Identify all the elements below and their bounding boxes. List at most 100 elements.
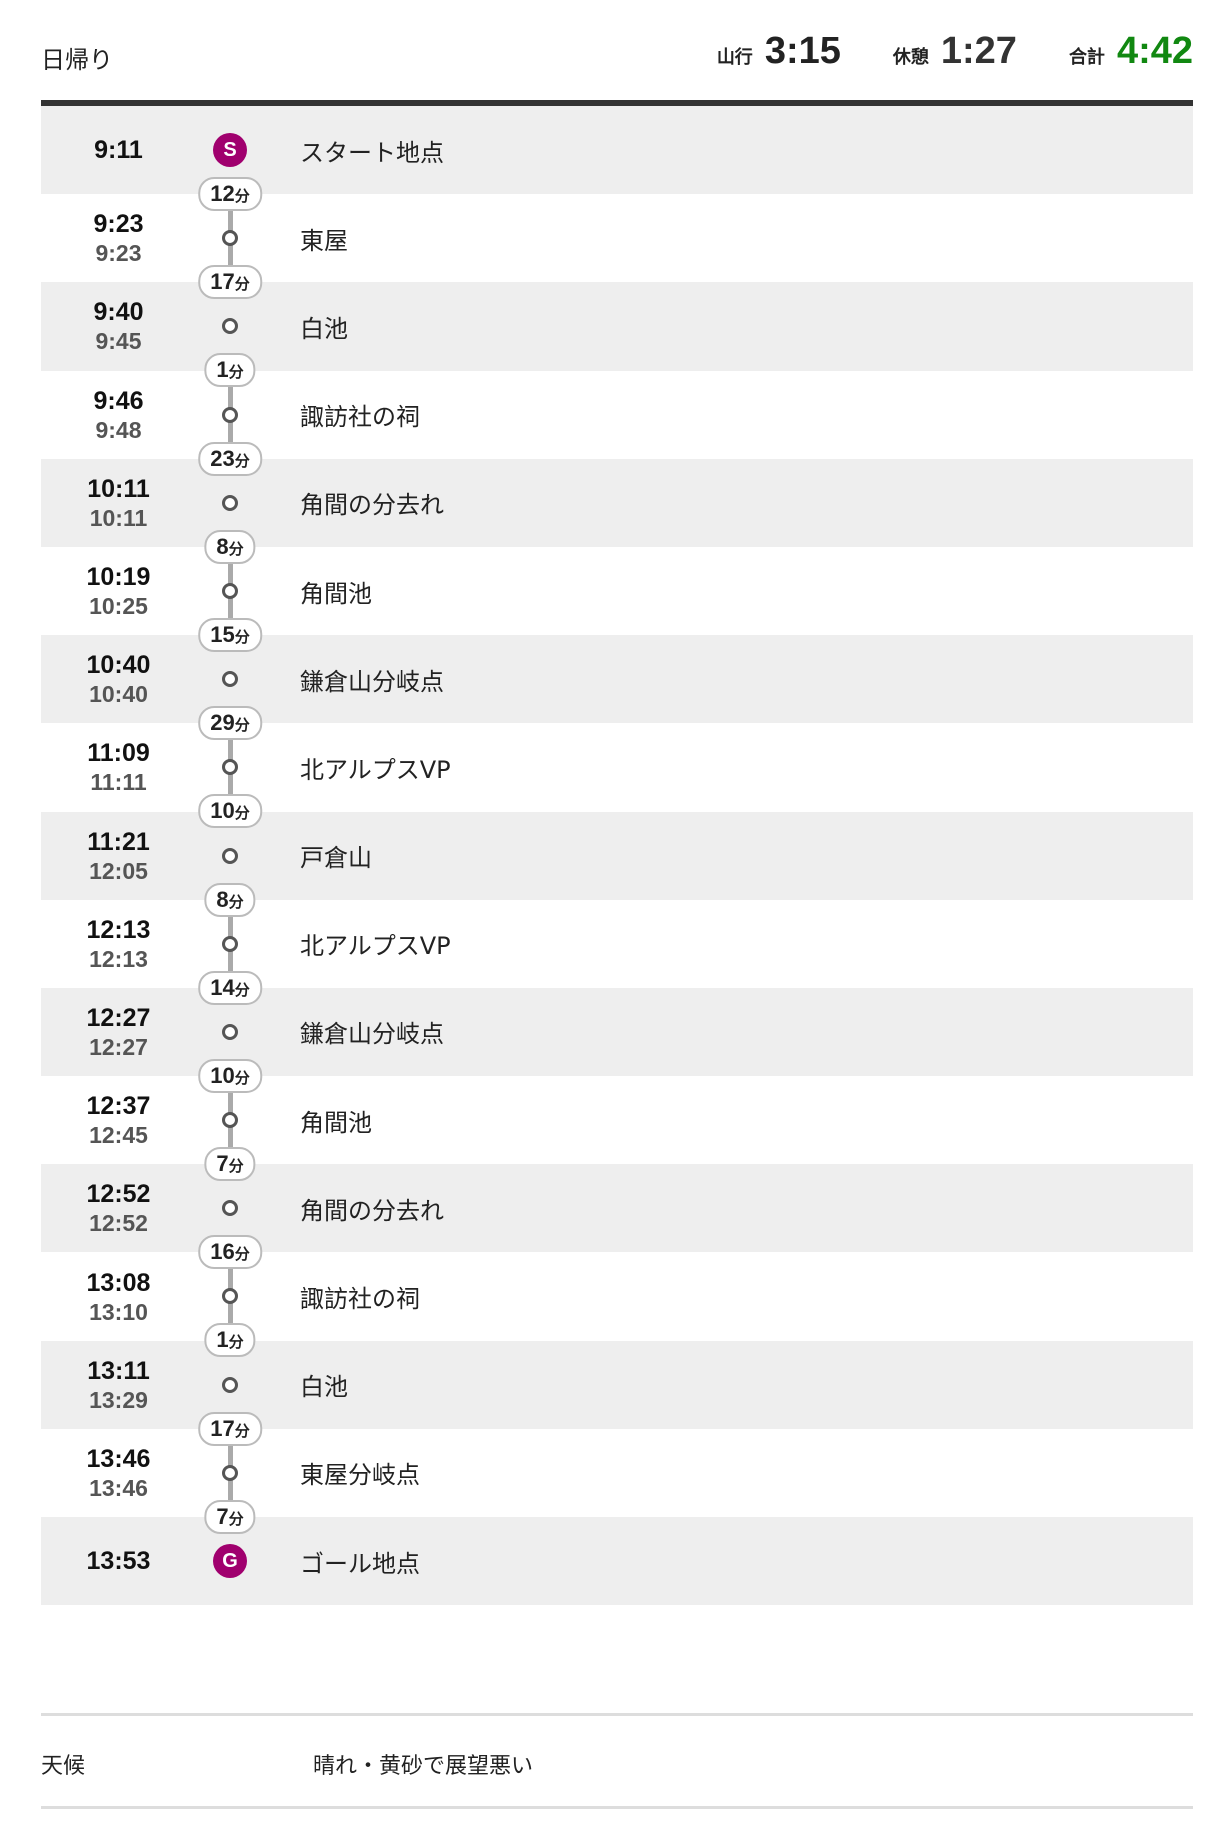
times: 11:21 12:05 (41, 812, 196, 900)
departure-time: 9:23 (95, 240, 142, 267)
waypoint-name[interactable]: ゴール地点 (300, 1549, 420, 1578)
segment-duration-badge: 10分 (198, 1058, 262, 1093)
waypoint-name[interactable]: 鎌倉山分岐点 (300, 1020, 444, 1049)
waypoint-name[interactable]: 白池 (300, 314, 348, 343)
waypoint-dot-icon (222, 1376, 238, 1393)
waypoint-row[interactable]: 12:13 12:13 北アルプスVP 14分 (41, 900, 1193, 1005)
departure-time: 11:11 (90, 769, 147, 796)
waypoint-dot-icon (222, 1288, 238, 1305)
segment-duration-badge: 16分 (198, 1235, 262, 1270)
times: 9:46 9:48 (41, 371, 196, 459)
arrival-time: 11:21 (87, 827, 150, 856)
waypoint-row[interactable]: 13:46 13:46 東屋分岐点 7分 (41, 1429, 1193, 1534)
segment-duration-badge: 10分 (198, 794, 262, 829)
departure-time: 12:27 (89, 1033, 148, 1060)
segment-duration-badge: 1分 (204, 1323, 256, 1358)
stat-walking: 山行 3:15 (717, 30, 841, 73)
departure-time: 10:25 (89, 593, 148, 620)
divider (41, 1713, 1193, 1716)
waypoint-name[interactable]: 角間の分去れ (300, 1196, 444, 1225)
waypoint-row[interactable]: 9:46 9:48 諏訪社の祠 23分 (41, 371, 1193, 476)
weather-label: 天候 (41, 1754, 86, 1779)
start-marker-icon: S (213, 133, 247, 167)
waypoint-dot-icon (222, 847, 238, 864)
waypoint-name[interactable]: 北アルプスVP (300, 755, 451, 784)
waypoint-name[interactable]: 角間の分去れ (300, 491, 444, 520)
waypoint-dot-icon (222, 494, 238, 511)
segment-duration-badge: 17分 (198, 265, 262, 300)
waypoint-row[interactable]: 9:11 S スタート地点 12分 (41, 106, 1193, 211)
summary-header: 日帰り 山行 3:15 休憩 1:27 合計 4:42 (41, 20, 1193, 100)
waypoint-name[interactable]: 鎌倉山分岐点 (300, 667, 444, 696)
times: 9:11 (41, 106, 196, 194)
waypoint-name[interactable]: 北アルプスVP (300, 932, 451, 961)
arrival-time: 9:40 (93, 298, 144, 327)
segment-duration-badge: 7分 (204, 1499, 256, 1534)
segment-duration-badge: 14分 (198, 970, 262, 1005)
waypoint-row[interactable]: 9:23 9:23 東屋 17分 (41, 194, 1193, 300)
waypoint-dot-icon (222, 1200, 238, 1217)
waypoint-row[interactable]: 13:08 13:10 諏訪社の祠 1分 (41, 1252, 1193, 1358)
arrival-time: 11:09 (87, 739, 150, 768)
arrival-time: 9:11 (94, 136, 143, 165)
waypoint-name[interactable]: 角間池 (300, 1108, 372, 1137)
times: 13:08 13:10 (41, 1252, 196, 1340)
waypoint-dot-icon (222, 582, 238, 599)
arrival-time: 12:37 (86, 1092, 151, 1121)
stat-value: 1:27 (940, 30, 1017, 72)
waypoint-name[interactable]: 戸倉山 (300, 844, 372, 873)
waypoint-dot-icon (222, 1464, 238, 1481)
stat-value: 4:42 (1116, 30, 1193, 72)
times: 13:46 13:46 (41, 1429, 196, 1517)
stat-value: 3:15 (764, 30, 841, 72)
times: 13:53 (41, 1517, 196, 1605)
times: 12:37 12:45 (41, 1076, 196, 1164)
times: 10:11 10:11 (41, 459, 196, 547)
arrival-time: 13:08 (86, 1268, 151, 1297)
waypoint-row[interactable]: 12:52 12:52 角間の分去れ 16分 (41, 1164, 1193, 1270)
departure-time: 10:40 (89, 681, 148, 708)
waypoint-row[interactable]: 12:27 12:27 鎌倉山分岐点 10分 (41, 987, 1193, 1093)
waypoint-row[interactable]: 11:09 11:11 北アルプスVP 10分 (41, 723, 1193, 829)
departure-time: 12:13 (89, 945, 148, 972)
stat-label: 合計 (1068, 47, 1105, 68)
waypoint-row[interactable]: 10:19 10:25 角間池 15分 (41, 547, 1193, 652)
times: 10:19 10:25 (41, 547, 196, 635)
stat-label: 山行 (716, 47, 753, 68)
waypoint-name[interactable]: 白池 (300, 1373, 348, 1402)
waypoint-row[interactable]: 13:53 G ゴール地点 (41, 1517, 1193, 1606)
goal-marker-icon: G (213, 1544, 247, 1578)
waypoint-dot-icon (222, 671, 238, 688)
segment-duration-badge: 8分 (204, 529, 256, 564)
time-stats: 山行 3:15 休憩 1:27 合計 4:42 (665, 30, 1193, 73)
waypoint-name[interactable]: 東屋 (300, 226, 348, 255)
waypoint-name[interactable]: 東屋分岐点 (300, 1461, 420, 1490)
waypoint-name[interactable]: 諏訪社の祠 (300, 1285, 420, 1314)
waypoint-name[interactable]: 諏訪社の祠 (300, 403, 420, 432)
arrival-time: 10:19 (86, 563, 151, 592)
waypoint-dot-icon (222, 406, 238, 423)
segment-duration-badge: 7分 (204, 1147, 256, 1182)
times: 12:13 12:13 (41, 900, 196, 988)
segment-duration-badge: 17分 (198, 1411, 262, 1446)
waypoint-row[interactable]: 12:37 12:45 角間池 7分 (41, 1076, 1193, 1182)
departure-time: 12:45 (89, 1122, 148, 1149)
waypoint-name[interactable]: 角間池 (300, 579, 372, 608)
departure-time: 12:05 (89, 857, 148, 884)
divider (41, 1806, 1193, 1809)
stat-label: 休憩 (892, 47, 929, 68)
departure-time: 13:10 (89, 1298, 148, 1325)
times: 10:40 10:40 (41, 635, 196, 723)
departure-time: 13:29 (89, 1386, 148, 1413)
times: 13:11 13:29 (41, 1341, 196, 1429)
arrival-time: 12:52 (86, 1180, 151, 1209)
arrival-time: 13:11 (87, 1356, 150, 1385)
departure-time: 12:52 (89, 1210, 148, 1237)
arrival-time: 13:46 (86, 1444, 151, 1473)
departure-time: 9:48 (95, 416, 142, 443)
waypoint-name[interactable]: スタート地点 (300, 138, 444, 167)
segment-duration-badge: 1分 (204, 353, 256, 388)
stat-rest: 休憩 1:27 (893, 30, 1017, 73)
waypoint-dot-icon (222, 935, 238, 952)
waypoint-dot-icon (222, 230, 238, 247)
